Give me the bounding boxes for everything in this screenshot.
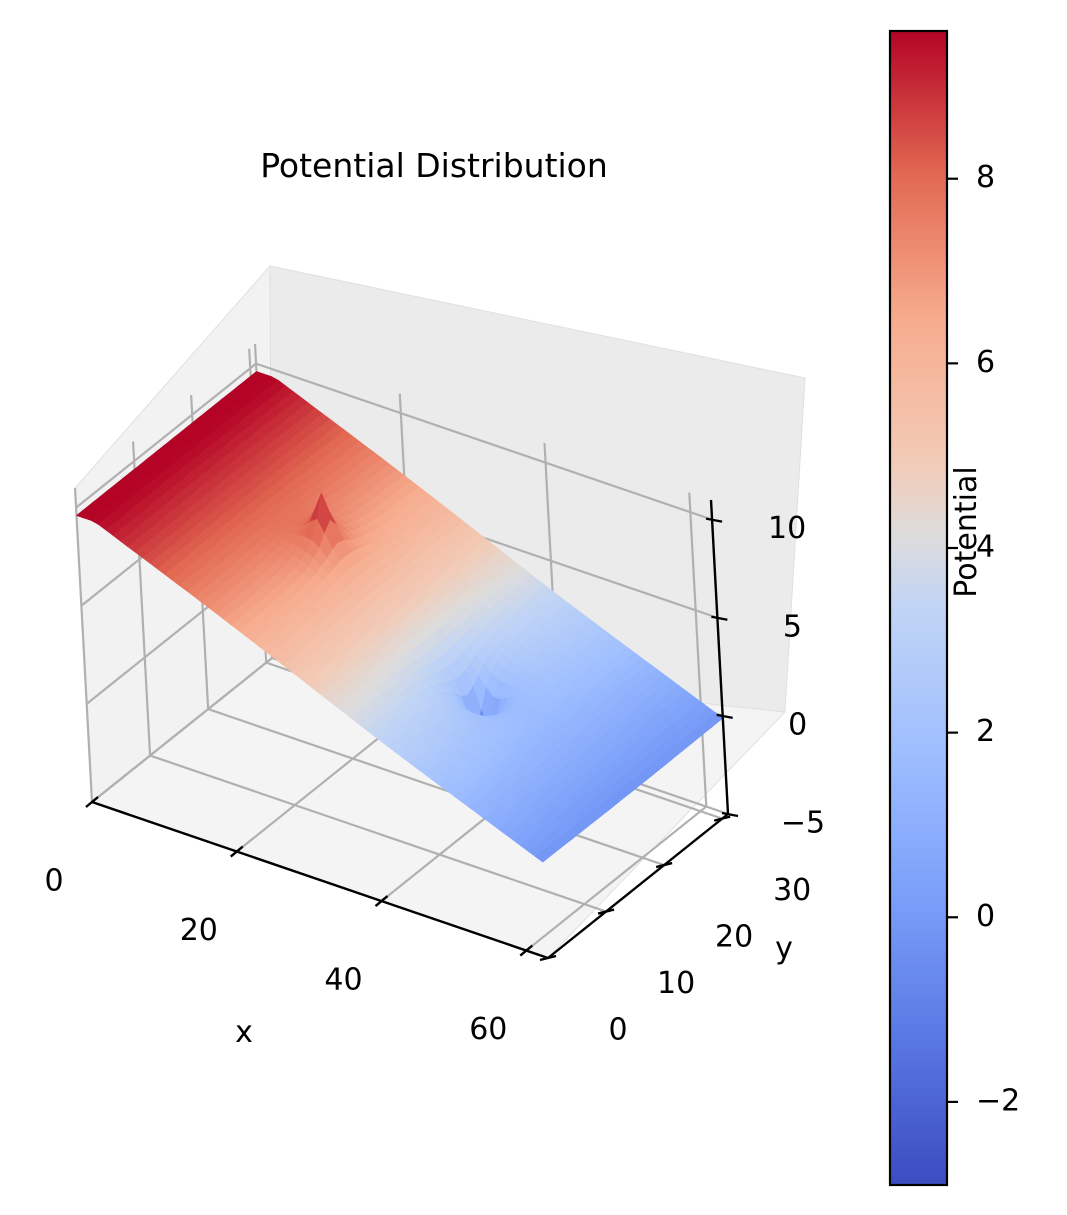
z-tick-5 xyxy=(711,615,728,621)
grid-line-z-side--5 xyxy=(91,657,273,803)
x-tick-label: 20 xyxy=(180,913,218,948)
x-axis-label: x xyxy=(235,1015,253,1050)
surface xyxy=(75,371,724,863)
y-tick-label: 30 xyxy=(773,873,811,908)
y-tick-0 xyxy=(539,954,557,962)
y-tick-label: 0 xyxy=(608,1013,627,1048)
grid-line-x-60 xyxy=(525,805,707,952)
y-axis-line xyxy=(547,813,729,959)
grid-line-y-20 xyxy=(207,708,665,867)
x-tick-20 xyxy=(229,845,244,858)
grid-line-x-back-60 xyxy=(688,492,708,807)
colorbar-label: Potential xyxy=(949,466,984,597)
colorbar-tick-label: 4 xyxy=(976,530,995,565)
colorbar-gradient xyxy=(888,29,949,1187)
colorbar: −2 0 2 4 6 8 Potential xyxy=(888,29,1020,1187)
colorbar-tick-label: −2 xyxy=(976,1083,1020,1118)
colorbar-tick-label: 0 xyxy=(976,899,995,934)
x-tick-label: 60 xyxy=(469,1012,507,1047)
y-tick-label: 10 xyxy=(657,966,695,1001)
z-tick-10 xyxy=(705,517,723,523)
z-tick-0 xyxy=(716,713,733,720)
axes: 0 20 40 60 0 10 20 30 −5 0 5 10 xyxy=(44,499,825,1048)
grid-line-z-back-10 xyxy=(255,362,713,521)
x-axis-line xyxy=(91,800,549,960)
x-tick-60 xyxy=(519,944,534,957)
z-tick-label: −5 xyxy=(781,806,825,841)
z-tick-label: 5 xyxy=(783,609,802,644)
y-tick-label: 20 xyxy=(715,920,753,955)
z-tick-label: 0 xyxy=(788,707,807,742)
grid-line-y-side-0 xyxy=(73,487,94,803)
y-axis-label: y xyxy=(775,931,793,966)
x-tick-label: 0 xyxy=(44,864,63,899)
colorbar-ticks: −2 0 2 4 6 8 xyxy=(947,160,1020,1118)
x-tick-0 xyxy=(85,796,99,808)
grid-line-y-10 xyxy=(149,754,607,913)
x-tick-40 xyxy=(374,895,389,907)
colorbar-tick-label: 2 xyxy=(976,714,995,749)
surface-cell xyxy=(534,851,550,863)
z-axis-line xyxy=(709,499,730,815)
z-tick--5 xyxy=(721,811,739,818)
chart-title: Potential Distribution xyxy=(260,146,608,185)
x-tick-label: 40 xyxy=(324,963,362,998)
grid-line-z-side-10 xyxy=(75,362,257,509)
y-tick-10 xyxy=(597,908,615,915)
z-tick-label: 10 xyxy=(768,511,806,546)
y-tick-20 xyxy=(655,861,673,869)
colorbar-tick-label: 6 xyxy=(976,345,995,380)
colorbar-tick-label: 8 xyxy=(976,160,995,195)
y-tick-30 xyxy=(713,815,731,822)
